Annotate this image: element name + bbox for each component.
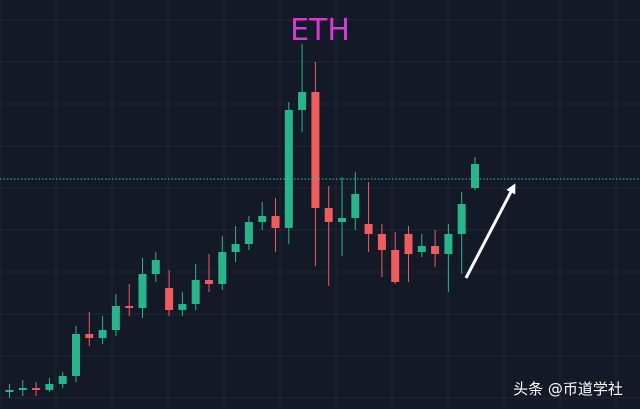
candle-body (417, 246, 426, 252)
candle-body (111, 306, 120, 330)
candle (457, 192, 466, 274)
chart-title: ETH (290, 13, 350, 48)
candle (324, 186, 333, 286)
candle (178, 292, 187, 316)
candle-body (364, 224, 373, 234)
candle (271, 198, 280, 252)
candle-body (324, 208, 333, 222)
candle-body (138, 274, 147, 308)
candle-body (72, 334, 80, 376)
candle (45, 378, 54, 392)
candle (377, 224, 386, 277)
candle (72, 326, 80, 382)
candle (338, 177, 346, 256)
candle (98, 316, 107, 344)
candle-body (404, 234, 413, 254)
candle-body (471, 164, 479, 188)
candle (151, 252, 160, 282)
candle-body (85, 334, 94, 338)
candle-body (58, 376, 67, 384)
candle (258, 202, 267, 230)
candle (138, 258, 147, 318)
candle-body (377, 234, 386, 250)
candle (311, 62, 320, 266)
watermark: 头条 @币道学社 (513, 380, 623, 398)
candle (32, 382, 41, 396)
candle-body (45, 384, 54, 390)
candle (471, 157, 479, 190)
candle (364, 182, 373, 252)
candle (244, 216, 253, 250)
candle (231, 226, 240, 262)
candle-body (244, 222, 253, 244)
candle (191, 264, 200, 310)
candles (5, 44, 479, 398)
candle-body (191, 280, 200, 304)
candle-body (178, 304, 187, 310)
candle (298, 44, 307, 132)
candle (5, 384, 14, 398)
candle-body (338, 218, 346, 222)
candle (284, 102, 293, 244)
candle (58, 372, 67, 388)
candle-body (218, 252, 227, 284)
candle (125, 284, 134, 316)
candle (417, 234, 426, 257)
candle (391, 232, 400, 284)
candle-body (271, 216, 280, 228)
candle (165, 270, 174, 316)
candle-body (231, 244, 240, 252)
candle (18, 380, 27, 396)
candle-body (457, 204, 466, 234)
candle-body (351, 194, 360, 218)
candle-body (165, 288, 174, 310)
candle-body (258, 216, 267, 222)
candle (111, 294, 120, 336)
candle-body (125, 306, 134, 308)
candle (351, 172, 360, 230)
candle (431, 230, 440, 267)
trend-arrow (464, 183, 516, 279)
candle (218, 236, 227, 290)
candle (404, 226, 413, 282)
candle-body (151, 260, 160, 274)
candle-body (391, 250, 400, 282)
candle (85, 312, 94, 346)
candle (205, 254, 213, 292)
candle-body (311, 92, 320, 208)
candle-body (284, 110, 293, 228)
candle (444, 224, 453, 292)
candle-body (5, 390, 14, 392)
candle-body (444, 234, 453, 254)
candle-body (205, 280, 213, 284)
candle-body (18, 388, 27, 390)
candle-body (32, 388, 41, 390)
candle-body (98, 330, 107, 338)
candle-body (431, 246, 440, 254)
candle-body (298, 92, 307, 110)
